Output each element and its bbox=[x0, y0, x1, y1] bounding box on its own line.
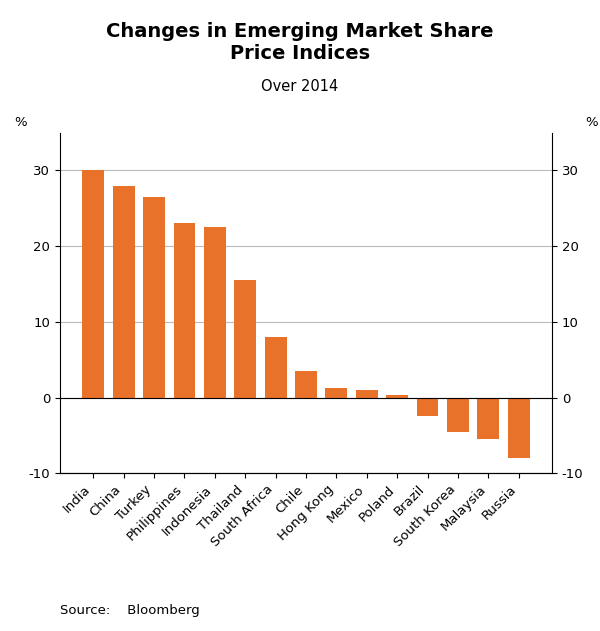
Bar bbox=[82, 170, 104, 398]
Text: Over 2014: Over 2014 bbox=[262, 79, 338, 94]
Bar bbox=[295, 371, 317, 398]
Bar bbox=[478, 398, 499, 439]
Text: %: % bbox=[14, 116, 27, 129]
Bar bbox=[356, 390, 378, 398]
Bar bbox=[416, 398, 439, 416]
Bar bbox=[143, 197, 165, 398]
Bar bbox=[325, 389, 347, 398]
Bar bbox=[204, 227, 226, 398]
Text: %: % bbox=[585, 116, 598, 129]
Bar bbox=[447, 398, 469, 432]
Bar bbox=[508, 398, 530, 458]
Bar bbox=[265, 337, 287, 398]
Bar bbox=[234, 280, 256, 398]
Bar bbox=[386, 395, 408, 398]
Bar bbox=[173, 223, 196, 398]
Text: Source:    Bloomberg: Source: Bloomberg bbox=[60, 604, 200, 617]
Text: Changes in Emerging Market Share
Price Indices: Changes in Emerging Market Share Price I… bbox=[106, 22, 494, 63]
Bar bbox=[113, 186, 134, 398]
